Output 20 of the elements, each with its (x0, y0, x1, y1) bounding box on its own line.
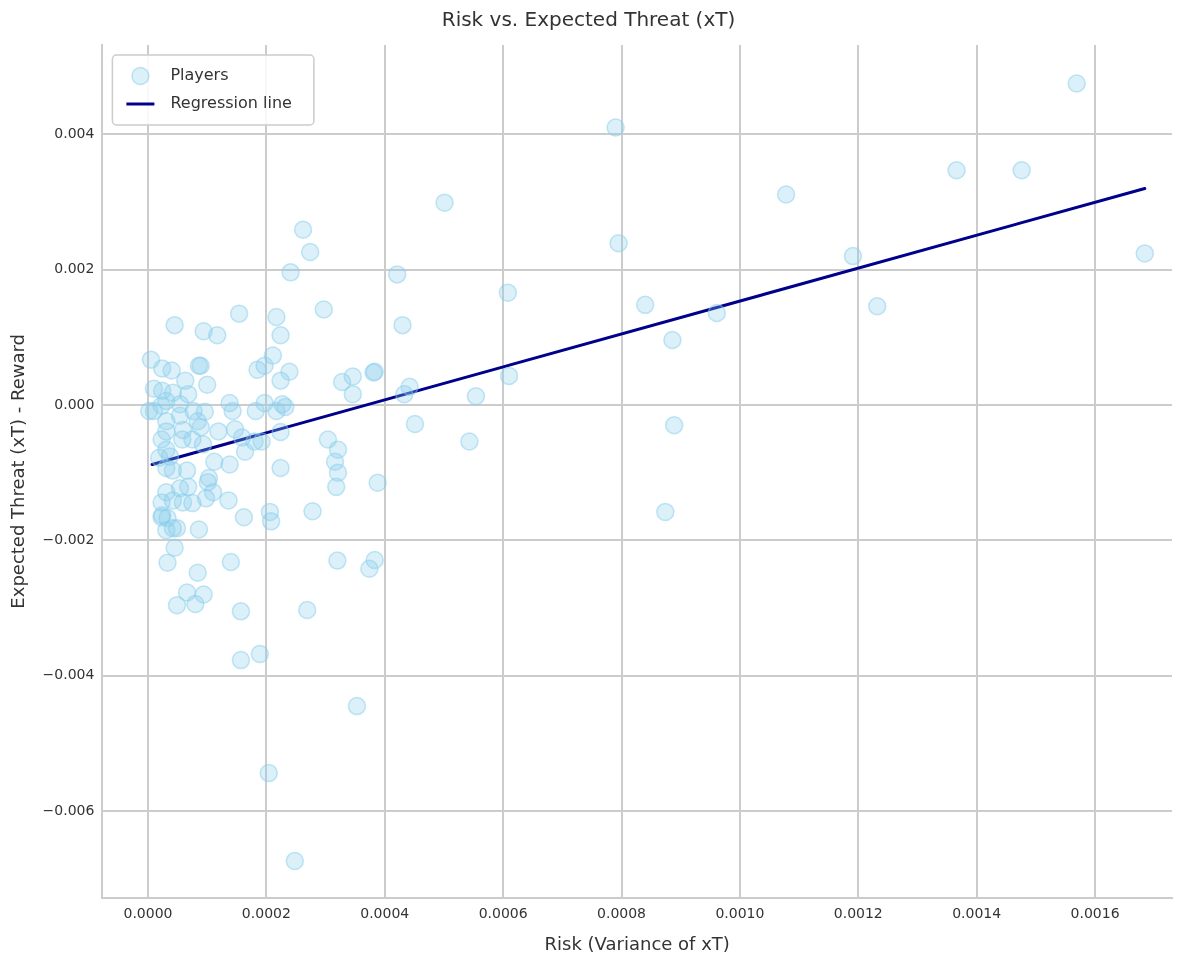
legend-label: Regression line (170, 93, 292, 113)
y-tick-label: −0.004 (42, 666, 95, 683)
chart-title: Risk vs. Expected Threat (xT) (441, 7, 736, 32)
x-tick-label: 0.0016 (1070, 904, 1120, 921)
legend-label: Players (170, 65, 229, 85)
x-tick-label: 0.0002 (241, 904, 291, 921)
x-tick-label: 0.0004 (360, 904, 410, 921)
x-tick-label: 0.0008 (597, 904, 647, 921)
y-tick-label: 0.000 (54, 395, 95, 412)
x-tick-label: 0.0014 (952, 904, 1002, 921)
y-axis-title: Expected Threat (xT) - Reward (7, 333, 29, 609)
y-tick-label: 0.004 (54, 124, 95, 141)
x-tick-label: 0.0000 (123, 904, 173, 921)
y-tick-label: −0.002 (42, 530, 95, 547)
x-tick-label: 0.0010 (715, 904, 765, 921)
y-tick-label: 0.002 (54, 260, 95, 277)
y-tick-label: −0.006 (42, 801, 95, 818)
x-axis-title: Risk (Variance of xT) (544, 932, 730, 954)
x-tick-label: 0.0006 (478, 904, 528, 921)
x-tick-label: 0.0012 (833, 904, 883, 921)
